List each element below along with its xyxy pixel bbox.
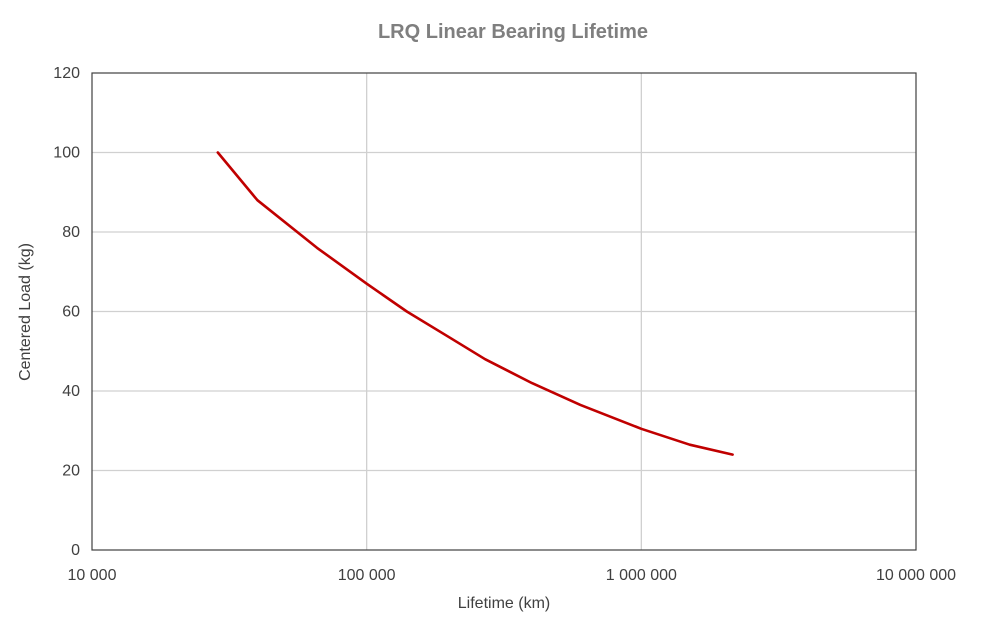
- y-tick-label: 60: [62, 304, 80, 321]
- y-tick-label: 0: [71, 542, 80, 559]
- y-tick-label: 80: [62, 224, 80, 241]
- series-group: [216, 151, 734, 456]
- x-axis: 10 000 100 000 1 000 000 10 000 000: [68, 567, 957, 584]
- x-tick-label: 10 000 000: [876, 567, 956, 584]
- y-axis: 0 20 40 60 80 100 120: [53, 65, 80, 559]
- x-tick-label: 10 000: [68, 567, 117, 584]
- x-axis-label: Lifetime (km): [458, 595, 550, 612]
- y-tick-label: 40: [62, 383, 80, 400]
- gridlines: [92, 73, 916, 550]
- series-line: [216, 151, 734, 456]
- x-tick-label: 1 000 000: [606, 567, 677, 584]
- y-tick-label: 120: [53, 65, 80, 82]
- chart-title: LRQ Linear Bearing Lifetime: [378, 21, 648, 43]
- y-axis-label: Centered Load (kg): [17, 243, 34, 381]
- x-tick-label: 100 000: [338, 567, 396, 584]
- plot-area: [91, 72, 917, 551]
- y-tick-label: 100: [53, 145, 80, 162]
- y-tick-label: 20: [62, 463, 80, 480]
